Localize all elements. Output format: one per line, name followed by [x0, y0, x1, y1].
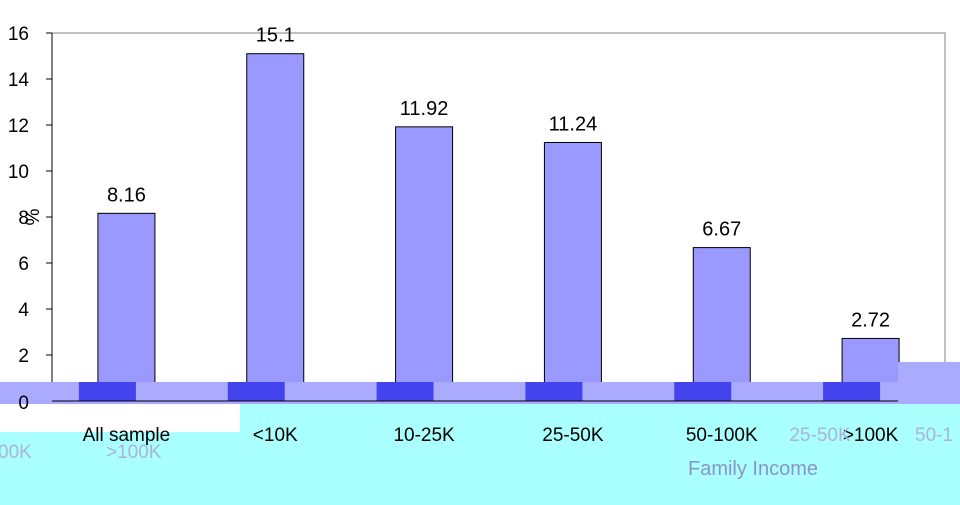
y-tick-zero: 0	[18, 393, 29, 414]
y-tick-label: 16	[8, 24, 29, 45]
y-tick-label: 14	[8, 70, 30, 91]
data-labels: 8.16 15.1 11.92 11.24 6.67 2.72	[107, 25, 890, 332]
x-category-label: 10-25K	[393, 425, 455, 446]
ghost-label-100k: >100K	[106, 442, 162, 463]
y-axis-title: %	[23, 208, 44, 225]
data-label: 8.16	[107, 184, 146, 206]
x-category-label: <10K	[253, 425, 298, 446]
glitch-band-mark	[78, 382, 136, 401]
glitch-band-mark	[525, 382, 583, 401]
y-tick-label: 2	[18, 346, 29, 367]
y-axis-ticks: 2 4 6 8 10 12 14 16	[8, 24, 52, 367]
ghost-label-00k: 00K	[0, 442, 32, 463]
data-label: 2.72	[851, 309, 890, 331]
y-tick-label: 8	[18, 208, 29, 229]
y-tick-label: 4	[18, 300, 29, 321]
glitch-band-mark	[674, 382, 732, 401]
glitch-band-mark	[227, 382, 285, 401]
ghost-label-50-1: 50-1	[915, 425, 953, 446]
ghost-label-25-50k: 25-50K	[789, 425, 851, 446]
bar	[97, 212, 156, 402]
glitch-band-marks	[78, 382, 881, 401]
glitch-band-mark	[823, 382, 881, 401]
data-label: 15.1	[256, 25, 295, 47]
x-axis-category-labels: All sample <10K 10-25K 25-50K 50-100K >100K	[83, 425, 899, 446]
x-category-label: 25-50K	[542, 425, 604, 446]
bar	[543, 141, 602, 402]
y-tick-label: 12	[8, 116, 29, 137]
bar-series	[97, 53, 900, 402]
bar	[692, 247, 751, 402]
x-category-label: 50-100K	[686, 425, 758, 446]
data-label: 11.92	[400, 98, 449, 120]
bar	[246, 53, 305, 402]
y-tick-label: 6	[18, 254, 29, 275]
x-category-label: All sample	[83, 425, 171, 446]
bar	[395, 126, 454, 402]
glitch-band-right	[898, 362, 960, 404]
y-tick-label: 10	[8, 162, 29, 183]
x-axis-title: Family Income	[688, 458, 818, 480]
glitch-band-mark	[376, 382, 434, 401]
x-category-label: >100K	[843, 425, 899, 446]
plot-frame	[51, 32, 946, 402]
glitch-white-strip	[0, 404, 240, 432]
data-label: 11.24	[549, 113, 598, 135]
data-label: 6.67	[702, 219, 741, 241]
